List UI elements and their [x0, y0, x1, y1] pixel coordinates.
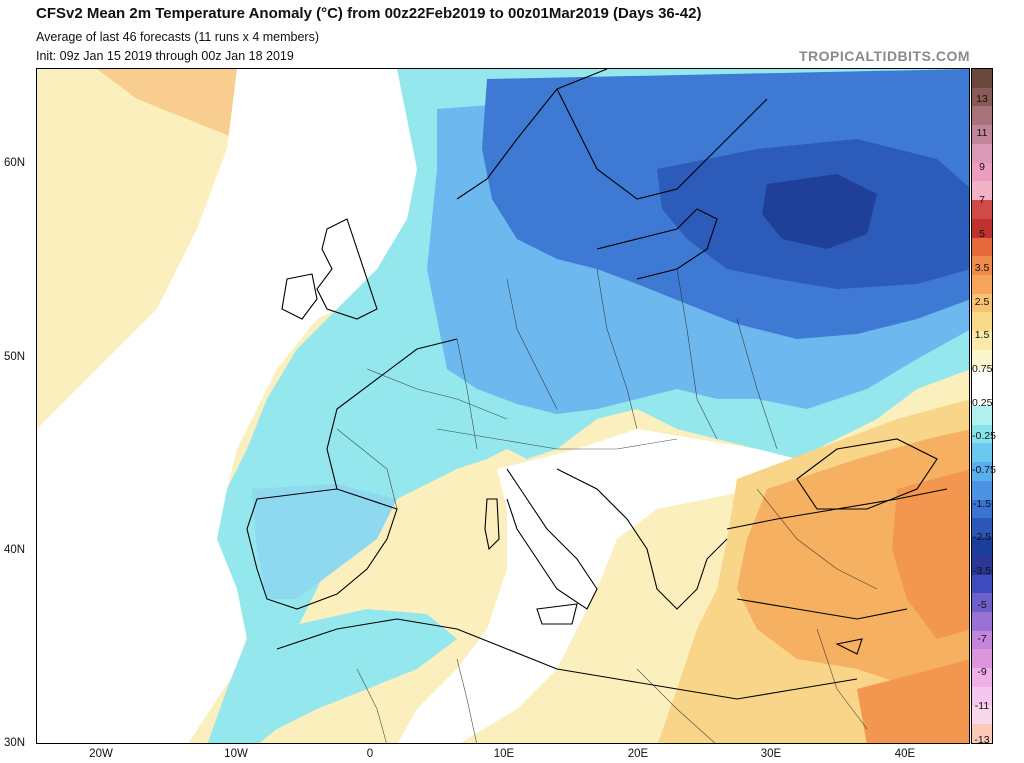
colorbar-label: 1.5: [974, 329, 990, 342]
colorbar: 13 11 9 7 5 3.5 2.5 1.5 0.75 0.25 -0.25 -0.75 -1.5 -2…: [971, 68, 996, 746]
colorbar-segment: [972, 518, 992, 538]
colorbar-segment: [972, 499, 992, 519]
colorbar-label: -1.5: [972, 497, 992, 510]
colorbar-segment: [972, 630, 992, 650]
colorbar-segment: [972, 331, 992, 351]
colorbar-label: -7: [977, 632, 987, 645]
colorbar-segment: [972, 537, 992, 557]
colorbar-segment: [972, 69, 992, 89]
colorbar-label: 3.5: [974, 261, 990, 274]
colorbar-segment: [972, 574, 992, 594]
lat-label-40n: 40N: [4, 544, 26, 556]
init-time-text: Init: 09z Jan 15 2019 through 00z Jan 18…: [36, 49, 294, 63]
lat-label-50n: 50N: [4, 351, 26, 363]
colorbar-label: 0.25: [972, 396, 993, 409]
warmest-east-patch: [892, 469, 969, 639]
neutral-mediterranean-band: [398, 429, 797, 743]
france-coast: [326, 338, 458, 490]
colorbar-label: -0.25: [972, 430, 996, 443]
brand-watermark: TROPICALTIDBITS.COM: [798, 48, 970, 64]
colorbar-segment: [972, 293, 992, 313]
colorbar-label: -3.5: [972, 565, 992, 578]
colorbar-segment: [972, 686, 992, 707]
colorbar-segment: [972, 106, 992, 126]
colorbar-segment: [972, 143, 992, 164]
lat-label-30n: 30N: [4, 737, 26, 749]
scandinavia-coast: [456, 69, 768, 200]
colorbar-label: 0.75: [972, 362, 993, 375]
neutral-atlantic-area: [37, 69, 467, 743]
colorbar-segment: [972, 125, 992, 145]
lon-label-20w: 20W: [89, 748, 113, 760]
warm-middle-east-patch: [857, 659, 969, 743]
colorbar-label: -0.75: [972, 464, 996, 477]
colorbar-segment: [972, 274, 992, 295]
colorbar-segment: [972, 555, 992, 575]
colorbar-segment: [972, 162, 992, 182]
colorbar-segment: [972, 424, 992, 444]
colorbar-label: 5: [979, 228, 985, 241]
coastlines: [246, 69, 948, 700]
anomaly-map: [36, 68, 970, 744]
black-sea-coast: [796, 438, 938, 510]
lon-label-20e: 20E: [627, 748, 649, 760]
colorbar-segment: [972, 368, 992, 388]
colorbar-segment: [972, 237, 992, 257]
colorbar-segment: [972, 218, 992, 238]
colorbar-segment: [972, 387, 992, 407]
country-borders: [336, 268, 878, 743]
colorbar-label: -9: [977, 666, 987, 679]
colorbar-segment: [972, 593, 992, 613]
map-title: CFSv2 Mean 2m Temperature Anomaly (°C) f…: [36, 5, 702, 22]
colorbar-segment: [972, 406, 992, 426]
ireland-coast: [281, 273, 318, 320]
colorbar-segment: [972, 256, 992, 276]
iberia-coast: [246, 488, 398, 610]
colorbar-segment: [972, 649, 992, 669]
great-britain-coast: [316, 218, 378, 320]
balkans-coast: [556, 468, 728, 610]
colorbar-label: 11: [976, 127, 988, 140]
cyprus: [835, 638, 863, 655]
colorbar-label: 13: [976, 93, 988, 106]
italy-coast: [506, 468, 598, 610]
north-africa-coast: [276, 618, 858, 700]
colorbar-segment: [972, 181, 992, 201]
colorbar-label: 9: [979, 160, 985, 173]
colorbar-segment: [972, 705, 992, 725]
colorbar-label: -11: [974, 699, 990, 712]
lon-label-40e: 40E: [894, 748, 916, 760]
lon-label-10e: 10E: [493, 748, 515, 760]
colorbar-segment: [972, 312, 992, 332]
colorbar-segment: [972, 462, 992, 482]
sardinia-corsica: [484, 498, 500, 551]
coldest-core: [762, 174, 877, 249]
lon-label-0: 0: [366, 748, 374, 760]
lat-label-60n: 60N: [4, 157, 26, 169]
iberia-light-blue: [252, 484, 397, 599]
map-subtitle: Average of last 46 forecasts (11 runs x …: [36, 30, 319, 44]
colorbar-segment: [972, 87, 992, 107]
colorbar-segment: [972, 443, 992, 463]
colorbar-label: 2.5: [974, 295, 990, 308]
colorbar-label: -5: [977, 598, 987, 611]
colorbar-label: -2.5: [972, 531, 992, 544]
colorbar-segment: [972, 200, 992, 220]
lon-label-30e: 30E: [760, 748, 782, 760]
sicily: [536, 603, 578, 625]
colorbar-label: -13: [974, 733, 990, 746]
north-africa-cool-tongue: [237, 609, 457, 743]
colorbar-segment: [972, 480, 992, 501]
lon-label-10w: 10W: [224, 748, 248, 760]
colorbar-label: 7: [979, 194, 985, 207]
colorbar-segment: [972, 724, 992, 744]
colorbar-segment: [972, 611, 992, 632]
baltic-coast: [596, 208, 718, 280]
colorbar-segment: [972, 668, 992, 688]
colorbar-segment: [972, 349, 992, 370]
